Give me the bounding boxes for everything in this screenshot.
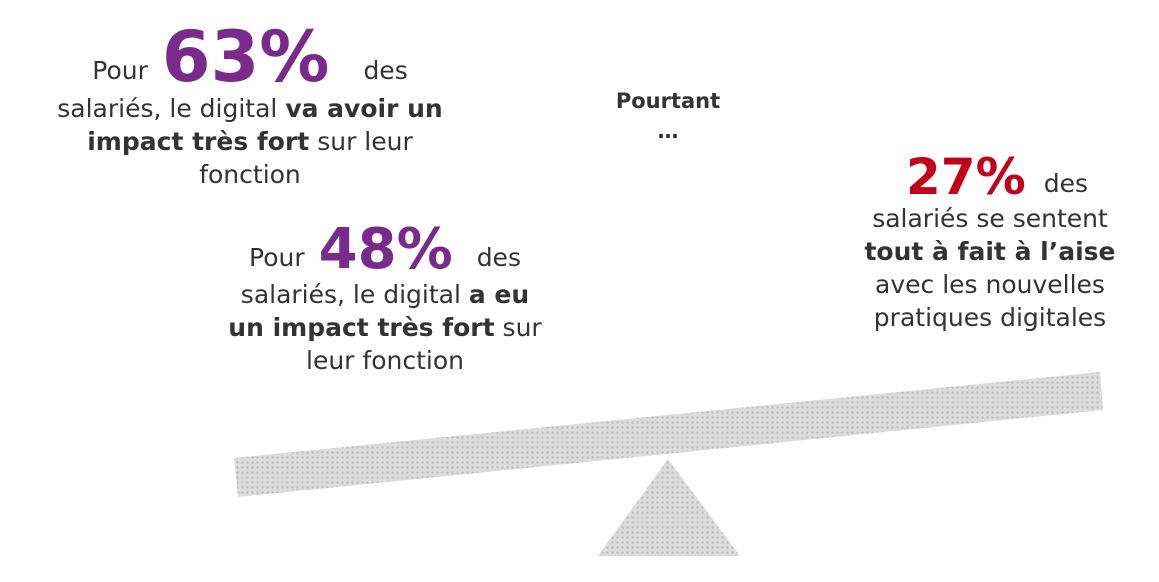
line: impact très fort sur leur	[15, 125, 485, 158]
text: leur fonction	[306, 346, 464, 375]
text: fonction	[199, 160, 301, 189]
headline: Pour 63% des	[15, 22, 485, 92]
left-top-block: Pour 63% des salariés, le digital va avoir…	[15, 22, 485, 191]
line: avec les nouvelles	[875, 270, 1105, 299]
text: salariés, le digital	[240, 280, 461, 309]
text: sur	[502, 313, 542, 342]
bold-text: va avoir un	[285, 94, 443, 123]
bold-text: un impact très fort	[228, 313, 495, 342]
figure: 48%	[318, 217, 453, 282]
seesaw-fulcrum	[598, 459, 740, 556]
line: …	[657, 119, 679, 143]
bold-text: a eu	[468, 280, 530, 309]
line: pratiques digitales	[873, 303, 1107, 332]
right-block: 27% des salariés se sentent tout à fait à…	[840, 152, 1140, 334]
text: salariés, le digital	[57, 94, 278, 123]
intro: Pour	[92, 56, 148, 85]
figure: 63%	[161, 16, 330, 98]
after: des	[363, 56, 408, 85]
line: leur fonction	[185, 344, 585, 377]
seesaw-board	[234, 372, 1103, 497]
left-bottom-block: Pour 48% des salariés, le digital a eu un …	[185, 222, 585, 377]
line: salariés, le digital va avoir un	[15, 92, 485, 125]
headline: Pour 48% des	[185, 222, 585, 278]
middle-block: Pourtant …	[568, 86, 768, 146]
bold-text: impact très fort	[87, 127, 310, 156]
line: fonction	[15, 158, 485, 191]
text: sur leur	[317, 127, 413, 156]
line: un impact très fort sur	[185, 311, 585, 344]
headline: 27% des	[840, 152, 1140, 202]
bold-line: tout à fait à l’aise	[864, 237, 1116, 266]
line: salariés, le digital a eu	[185, 278, 585, 311]
figure: 27%	[906, 148, 1026, 206]
after: des	[1043, 169, 1088, 198]
after: des	[476, 243, 521, 272]
line: Pourtant	[615, 89, 721, 113]
line: salariés se sentent	[872, 204, 1108, 233]
intro: Pour	[249, 243, 305, 272]
